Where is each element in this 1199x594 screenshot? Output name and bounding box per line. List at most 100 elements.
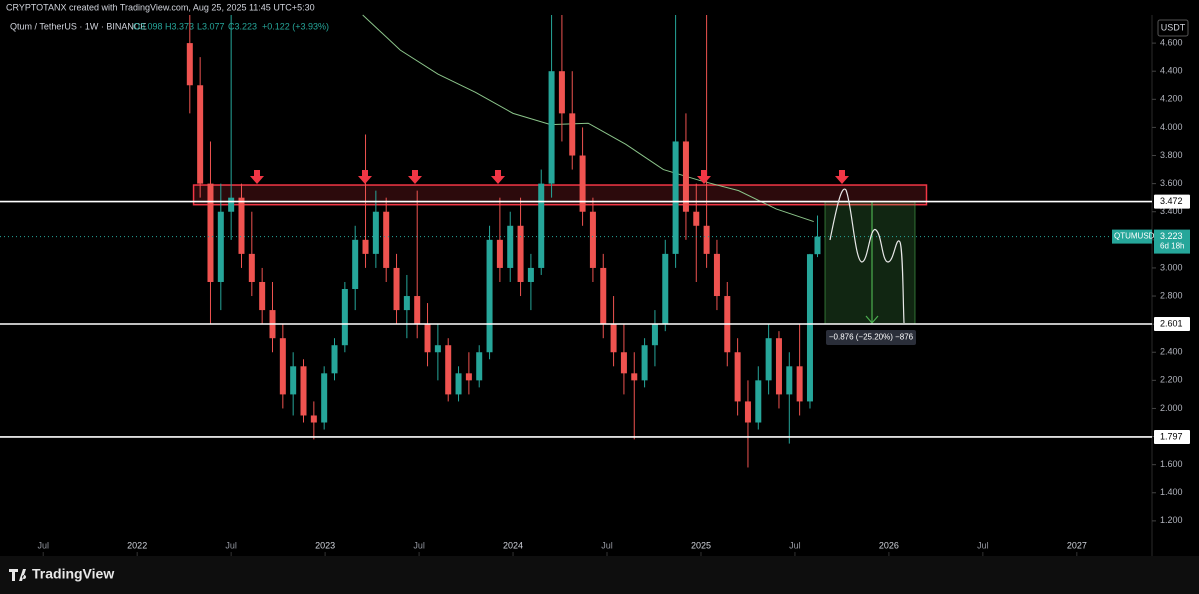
- x-tick-label: Jul: [601, 540, 613, 550]
- candle-body: [569, 113, 576, 156]
- last-price-label: 3.223: [1160, 231, 1183, 241]
- y-tick-label: 3.800: [1160, 150, 1183, 160]
- candle-body: [558, 71, 565, 114]
- y-tick-label: 2.200: [1160, 375, 1183, 385]
- candle-body: [651, 324, 658, 346]
- last-price-box: [1154, 229, 1190, 254]
- candle-body: [796, 366, 803, 402]
- candle-body: [806, 254, 813, 402]
- candle-body: [290, 366, 297, 395]
- legend-change: +0.122 (+3.93%): [262, 21, 329, 31]
- candle-body: [341, 289, 348, 346]
- candle-body: [755, 380, 762, 423]
- level-label-box: [1154, 429, 1190, 444]
- projection-path: [829, 188, 905, 324]
- y-tick-label: 2.800: [1160, 290, 1183, 300]
- candle-body: [393, 267, 400, 311]
- candle-body: [352, 239, 359, 290]
- arrow-marker: [835, 170, 849, 184]
- candle-body: [259, 281, 266, 311]
- measure-label: −0.876 (−25.20%) −876: [829, 333, 914, 342]
- candle-body: [248, 253, 255, 282]
- x-tick-label: Jul: [413, 540, 425, 550]
- candle-body: [465, 373, 472, 381]
- x-tick-label: 2023: [315, 540, 335, 550]
- legend-open: O3.098: [133, 21, 163, 31]
- y-tick-label: 2.000: [1160, 403, 1183, 413]
- candle-body: [321, 373, 328, 423]
- candle-body: [414, 296, 421, 325]
- candle-body: [527, 267, 534, 282]
- candle-body: [579, 155, 586, 212]
- legend-high: H3.373: [165, 21, 194, 31]
- candle-body: [631, 373, 638, 381]
- x-tick-label: 2026: [879, 540, 899, 550]
- y-tick-label: 3.400: [1160, 206, 1183, 216]
- arrow-marker: [697, 170, 711, 184]
- brand: TradingView: [32, 566, 114, 582]
- candle-body: [228, 197, 235, 212]
- candle-body: [620, 352, 627, 374]
- candle-body: [641, 345, 648, 381]
- candle-body: [455, 373, 462, 395]
- resistance-zone: [192, 184, 928, 206]
- arrow-marker: [408, 170, 422, 184]
- candle-body: [362, 239, 369, 254]
- candle-body: [403, 296, 410, 311]
- candle-body: [445, 345, 452, 395]
- candle-body: [517, 225, 524, 282]
- candle-body: [331, 345, 338, 374]
- y-tick-label: 2.400: [1160, 347, 1183, 357]
- candle-body: [486, 239, 493, 353]
- x-tick-label: Jul: [977, 540, 989, 550]
- candle-body: [207, 183, 214, 282]
- x-tick-label: Jul: [789, 540, 801, 550]
- y-tick-label: 4.200: [1160, 94, 1183, 104]
- candle-body: [703, 225, 710, 254]
- candle-body: [713, 253, 720, 297]
- candle-body: [734, 352, 741, 402]
- arrow-marker: [491, 170, 505, 184]
- y-tick-label: 4.000: [1160, 122, 1183, 132]
- candle-body: [744, 401, 751, 423]
- candle-body: [662, 253, 669, 325]
- candle-body: [600, 267, 607, 325]
- candle-body: [279, 338, 286, 395]
- countdown: 6d 18h: [1160, 242, 1184, 251]
- footer-bar: [0, 556, 1199, 594]
- level-label: 3.472: [1160, 196, 1183, 206]
- candle-body: [217, 211, 224, 282]
- measure-arrowhead: [865, 315, 879, 324]
- x-tick-label: Jul: [37, 540, 49, 550]
- measure-label-box: [826, 330, 916, 346]
- y-tick-label: 1.400: [1160, 487, 1183, 497]
- level-label: 2.601: [1160, 318, 1183, 328]
- candle-body: [765, 338, 772, 381]
- candle-body: [434, 345, 441, 353]
- candle-body: [814, 236, 821, 255]
- symbol-title: Qtum / TetherUS · 1W · BINANCE: [10, 21, 146, 31]
- currency: USDT: [1161, 22, 1186, 32]
- y-tick-label: 3.600: [1160, 178, 1183, 188]
- candle-body: [372, 211, 379, 254]
- header: CRYPTOTANX created with TradingView.com,…: [6, 2, 315, 12]
- candle-body: [786, 366, 793, 395]
- candle-body: [775, 338, 782, 395]
- candle-body: [238, 197, 245, 254]
- currency-box[interactable]: [1157, 19, 1189, 37]
- candle-body: [496, 239, 503, 268]
- x-tick-label: 2027: [1067, 540, 1087, 550]
- candle-body: [383, 211, 390, 268]
- symbol-label: QTUMUSDT: [1114, 232, 1159, 241]
- candle-body: [300, 366, 307, 416]
- level-label-box: [1154, 317, 1190, 332]
- candle-body: [507, 225, 514, 268]
- plot: 1.2001.4001.6001.8002.0002.2002.4002.600…: [0, 14, 1190, 556]
- x-tick-label: 2025: [691, 540, 711, 550]
- y-tick-label: 3.000: [1160, 262, 1183, 272]
- level-label-box: [1154, 194, 1190, 209]
- candle-body: [693, 211, 700, 226]
